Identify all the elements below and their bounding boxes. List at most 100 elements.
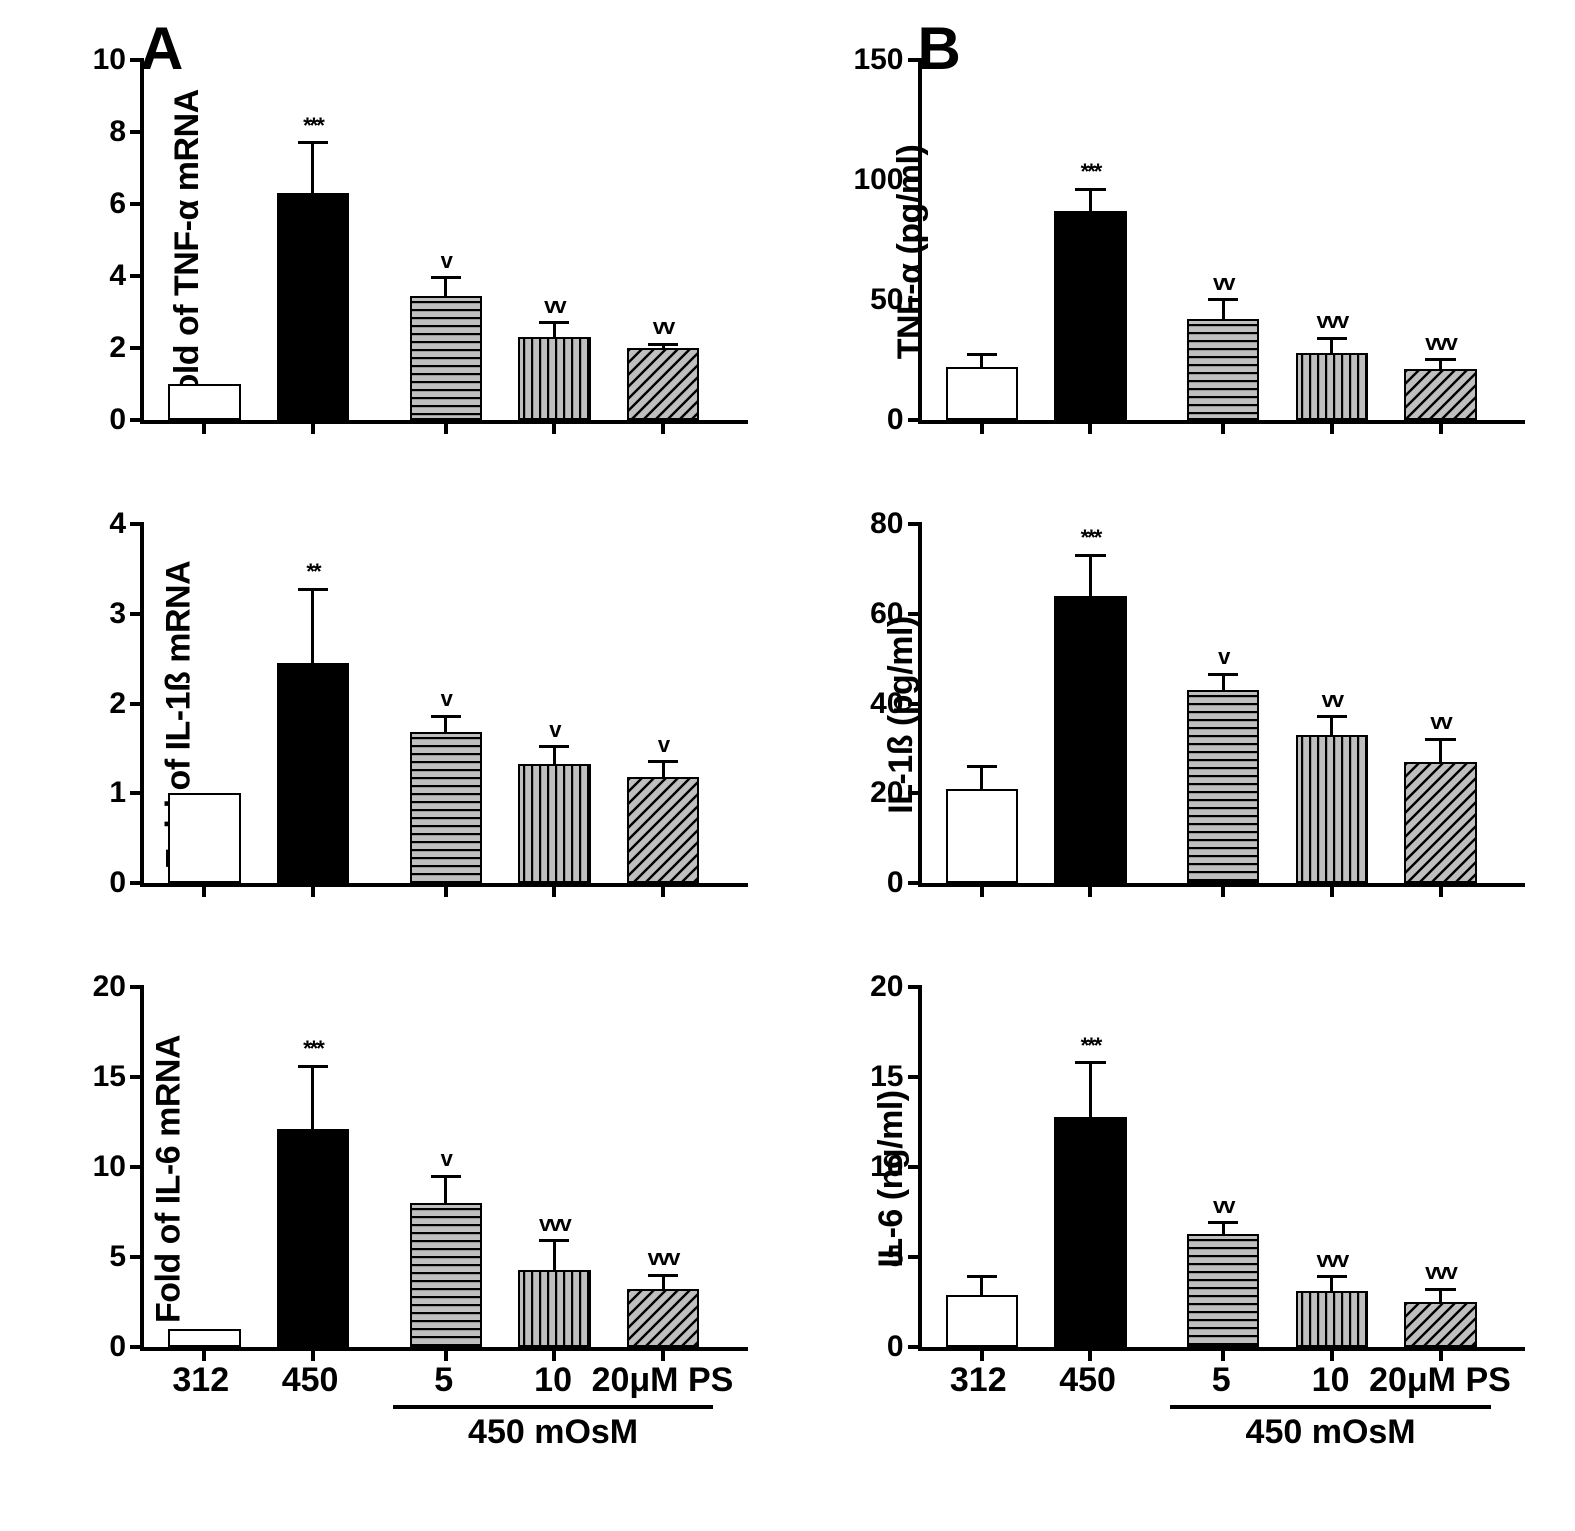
significance-marker: v xyxy=(658,732,668,758)
group-bracket-line xyxy=(393,1405,714,1409)
x-tick xyxy=(552,883,556,897)
bar xyxy=(410,1203,482,1347)
bar xyxy=(410,732,482,883)
error-bar-stem xyxy=(553,747,556,764)
y-tick-label: 2 xyxy=(109,331,144,365)
y-tick-label: 2 xyxy=(109,687,144,721)
error-bar-cap xyxy=(967,765,997,768)
error-bar-stem xyxy=(444,1176,447,1203)
error-bar-stem xyxy=(311,1066,314,1129)
bar xyxy=(168,384,240,420)
x-tick-label: 312 xyxy=(172,1361,229,1400)
error-bar-cap xyxy=(648,1274,678,1277)
significance-marker: v xyxy=(441,1146,451,1172)
significance-marker: v xyxy=(441,686,451,712)
significance-marker: vvv xyxy=(1317,308,1348,334)
x-tick-label: 10 xyxy=(1312,1361,1350,1400)
y-tick-label: 3 xyxy=(109,597,144,631)
error-bar-stem xyxy=(553,1241,556,1270)
significance-marker: *** xyxy=(1081,1033,1101,1059)
x-tick xyxy=(980,1347,984,1361)
error-bar-stem xyxy=(1222,1223,1225,1234)
y-tick-label: 50 xyxy=(870,283,921,317)
bar xyxy=(1054,596,1126,884)
bar xyxy=(168,793,240,883)
x-tick xyxy=(1330,420,1334,434)
figure: AFold of TNF-α mRNA0246810***vvvvvBTNF-α… xyxy=(0,0,1575,1531)
x-tick xyxy=(1088,420,1092,434)
significance-marker: vvv xyxy=(1425,330,1456,356)
error-bar-cap xyxy=(1317,715,1347,718)
y-tick-label: 20 xyxy=(870,776,921,810)
plot-area: 050100150***vvvvvvvv xyxy=(918,60,1526,424)
bar xyxy=(277,193,349,420)
error-bar-cap xyxy=(539,321,569,324)
error-bar-cap xyxy=(1425,358,1455,361)
y-tick-label: 10 xyxy=(93,43,144,77)
x-axis-area: 31245051020μM PS450 mOsM xyxy=(918,1361,1526,1521)
error-bar-stem xyxy=(1089,555,1092,595)
bar xyxy=(518,1270,590,1347)
error-bar-stem xyxy=(980,766,983,788)
significance-marker: *** xyxy=(1081,525,1101,551)
error-bar-stem xyxy=(662,1275,665,1289)
x-tick xyxy=(1439,1347,1443,1361)
error-bar-cap xyxy=(431,276,461,279)
bar xyxy=(1296,735,1368,883)
x-tick-label: 20μM PS xyxy=(1369,1361,1511,1400)
y-tick-label: 4 xyxy=(109,507,144,541)
x-tick-label: 20μM PS xyxy=(592,1361,734,1400)
x-tick xyxy=(1330,1347,1334,1361)
error-bar-stem xyxy=(444,278,447,296)
error-bar-cap xyxy=(298,141,328,144)
error-bar-stem xyxy=(311,589,314,663)
x-tick xyxy=(661,883,665,897)
bar xyxy=(946,1295,1018,1347)
y-tick-label: 0 xyxy=(109,1330,144,1364)
y-tick-label: 4 xyxy=(109,259,144,293)
bar xyxy=(410,296,482,420)
y-tick-label: 0 xyxy=(109,403,144,437)
error-bar-cap xyxy=(539,1239,569,1242)
x-tick xyxy=(980,420,984,434)
x-tick xyxy=(444,1347,448,1361)
x-axis-area: 31245051020μM PS450 mOsM xyxy=(140,1361,748,1521)
error-bar-stem xyxy=(553,323,556,337)
bar xyxy=(627,348,699,420)
bar xyxy=(627,777,699,883)
significance-marker: *** xyxy=(1081,159,1101,185)
error-bar-cap xyxy=(1075,554,1105,557)
chart-A2: Fold of IL-1ß mRNA01234**vvv xyxy=(10,484,788,948)
bar xyxy=(277,1129,349,1347)
x-tick xyxy=(1221,883,1225,897)
x-tick-label: 10 xyxy=(534,1361,572,1400)
bar xyxy=(1296,353,1368,420)
significance-marker: vvv xyxy=(1317,1247,1348,1273)
error-bar-cap xyxy=(298,1065,328,1068)
error-bar-cap xyxy=(1208,1221,1238,1224)
error-bar-cap xyxy=(1425,738,1455,741)
y-tick-label: 6 xyxy=(109,187,144,221)
bar xyxy=(1404,1302,1476,1347)
x-tick xyxy=(444,420,448,434)
bar xyxy=(946,789,1018,883)
significance-marker: vv xyxy=(1213,270,1233,296)
significance-marker: vvv xyxy=(648,1245,679,1271)
error-bar-stem xyxy=(1089,1063,1092,1117)
significance-marker: *** xyxy=(303,1036,323,1062)
significance-marker: v xyxy=(441,248,451,274)
error-bar-cap xyxy=(1317,337,1347,340)
error-bar-stem xyxy=(980,355,983,367)
error-bar-stem xyxy=(1330,1277,1333,1291)
bar xyxy=(1054,1117,1126,1347)
error-bar-cap xyxy=(1317,1275,1347,1278)
y-tick-label: 20 xyxy=(870,970,921,1004)
error-bar-cap xyxy=(1075,188,1105,191)
bar xyxy=(168,1329,240,1347)
error-bar-stem xyxy=(1089,189,1092,211)
significance-marker: v xyxy=(1218,644,1228,670)
x-tick-label: 5 xyxy=(1212,1361,1231,1400)
y-tick-label: 0 xyxy=(887,866,922,900)
error-bar-cap xyxy=(967,353,997,356)
x-tick xyxy=(552,420,556,434)
